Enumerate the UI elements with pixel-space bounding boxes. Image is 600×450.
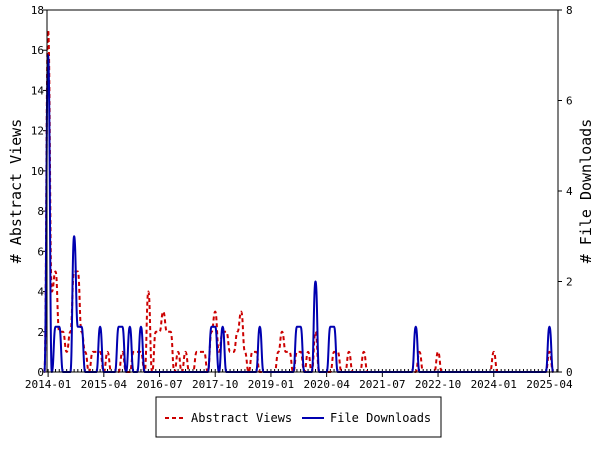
x-tick-label: 2025-04 (526, 378, 573, 391)
y-axis-right-title: # File Downloads (577, 119, 595, 264)
y-left-tick-label: 12 (31, 125, 44, 138)
y-left-tick-label: 16 (31, 44, 44, 57)
y-left-tick-label: 2 (37, 326, 44, 339)
y-left-tick-label: 0 (37, 366, 44, 379)
x-tick-label: 2020-04 (303, 378, 350, 391)
x-tick-label: 2016-07 (136, 378, 182, 391)
y-right-tick-label: 2 (566, 276, 573, 289)
legend-label-file-downloads: File Downloads (330, 411, 431, 425)
y-left-tick-label: 10 (31, 165, 44, 178)
x-tick-label: 2019-01 (248, 378, 294, 391)
labels-layer: 2014-01 2015-04 2016-07 2017-10 2019-01 2020-… (25, 4, 573, 391)
y-left-tick-label: 18 (31, 4, 44, 17)
x-tick-label: 2022-10 (415, 378, 461, 391)
x-tick-label: 2021-07 (359, 378, 405, 391)
y-right-tick-label: 0 (566, 366, 573, 379)
x-tick-label: 2015-04 (81, 378, 128, 391)
y-axis-left-title: # Abstract Views (7, 119, 25, 264)
x-tick-label: 2024-01 (471, 378, 517, 391)
y-right-tick-label: 4 (566, 185, 573, 198)
y-right-tick-label: 6 (566, 95, 573, 108)
y-left-tick-label: 8 (37, 205, 44, 218)
plot-frame (46, 9, 559, 373)
legend-box (155, 396, 442, 438)
y-left-tick-label: 6 (37, 245, 44, 258)
y-left-tick-label: 14 (31, 84, 45, 97)
y-left-tick-label: 4 (37, 286, 44, 299)
x-tick-label: 2014-01 (25, 378, 71, 391)
y-right-tick-label: 8 (566, 4, 573, 17)
legend-label-abstract-views: Abstract Views (191, 411, 292, 425)
x-tick-label: 2017-10 (192, 378, 238, 391)
legend: Abstract Views File Downloads (155, 396, 442, 438)
